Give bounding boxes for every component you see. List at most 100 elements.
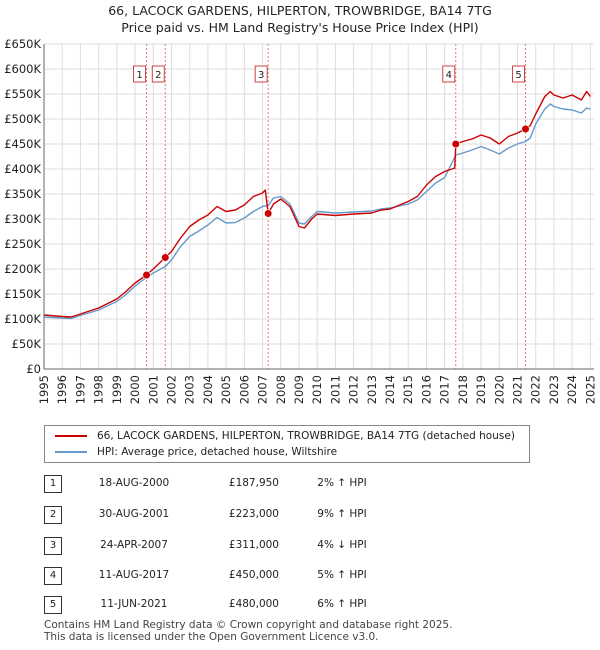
sale-label-box: 3	[254, 65, 268, 83]
x-tick-label: 2024	[565, 375, 579, 404]
x-tick-label: 1996	[55, 375, 69, 404]
sale-label-frame	[254, 65, 268, 83]
sale-number: 1	[44, 475, 62, 493]
legend: 66, LACOCK GARDENS, HILPERTON, TROWBRIDG…	[44, 425, 530, 463]
x-tick-label: 2018	[456, 375, 470, 404]
footer-line-1: Contains HM Land Registry data © Crown c…	[44, 619, 453, 631]
sale-point	[521, 124, 530, 134]
sale-price: £480,000	[228, 598, 279, 610]
x-tick-label: 2004	[201, 375, 215, 404]
y-tick-label: £600K	[4, 62, 41, 76]
y-tick-label: £400K	[4, 162, 41, 176]
footer-line-2: This data is licensed under the Open Gov…	[44, 631, 379, 643]
x-tick-label: 1995	[37, 375, 51, 404]
x-tick-label: 2012	[347, 375, 361, 404]
y-tick-label: £500K	[4, 112, 41, 126]
sale-point	[264, 209, 273, 218]
x-tick-label: 2001	[146, 375, 160, 404]
sale-hpi-diff: 4% ↓ HPI	[317, 539, 367, 551]
sale-label-number: 1	[136, 70, 142, 81]
y-tick-label: £350K	[4, 187, 41, 201]
sale-row: 1 18-AUG-2000 £187,950 2% ↑ HPI	[44, 473, 564, 495]
sale-point	[161, 253, 170, 262]
y-tick-label: £450K	[4, 137, 41, 151]
sale-date: 11-AUG-2017	[98, 569, 170, 581]
sale-date: 24-APR-2007	[100, 539, 168, 551]
sale-label-box: 2	[151, 65, 165, 83]
x-tick-label: 1997	[73, 375, 87, 404]
y-tick-label: £50K	[12, 337, 42, 351]
legend-swatch-property	[55, 435, 87, 437]
y-tick-label: £150K	[4, 287, 41, 301]
title-line-2: Price paid vs. HM Land Registry's House …	[121, 20, 479, 35]
sale-row: 3 24-APR-2007 £311,000 4% ↓ HPI	[44, 535, 564, 557]
sale-hpi-diff: 5% ↑ HPI	[317, 569, 367, 581]
plot-area	[44, 44, 594, 369]
x-tick-label: 2002	[164, 375, 178, 404]
x-tick-label: 2008	[274, 375, 288, 404]
sale-hpi-diff: 9% ↑ HPI	[317, 508, 367, 520]
sale-label-number: 3	[258, 70, 264, 81]
x-tick-label: 1999	[110, 375, 124, 404]
y-tick-label: £100K	[4, 312, 41, 326]
sale-price: £223,000	[228, 508, 279, 520]
sale-price: £450,000	[228, 569, 279, 581]
sale-point	[142, 270, 151, 280]
sale-label-box: 5	[512, 65, 526, 83]
x-tick-label: 2019	[474, 375, 488, 404]
sale-price: £311,000	[228, 539, 279, 551]
sale-label-box: 1	[133, 65, 147, 83]
sale-point	[451, 139, 460, 149]
sale-label-frame	[133, 65, 147, 83]
legend-swatch-hpi	[55, 451, 87, 453]
sale-label-frame	[151, 65, 165, 83]
sale-price: £187,950	[228, 477, 279, 489]
x-tick-label: 2003	[183, 375, 197, 404]
legend-label-hpi: HPI: Average price, detached house, Wilt…	[97, 446, 338, 458]
x-tick-label: 2023	[547, 375, 561, 404]
sale-label-number: 2	[155, 70, 161, 81]
x-tick-label: 2022	[529, 375, 543, 404]
x-tick-label: 2009	[292, 375, 306, 404]
sale-row: 2 30-AUG-2001 £223,000 9% ↑ HPI	[44, 504, 564, 526]
sale-number: 2	[44, 506, 62, 524]
sale-label-number: 4	[446, 70, 452, 81]
y-tick-label: £300K	[4, 212, 41, 226]
sale-row: 4 11-AUG-2017 £450,000 5% ↑ HPI	[44, 565, 564, 587]
x-tick-label: 2010	[310, 375, 324, 404]
price-chart: £0 £50K £100K £150K £200K £250K £300K £350K £400…	[4, 37, 597, 404]
sale-number: 4	[44, 567, 62, 585]
sale-number: 3	[44, 537, 62, 555]
x-tick-label: 1998	[92, 375, 106, 404]
y-tick-label: £550K	[4, 87, 41, 101]
sale-number: 5	[44, 596, 62, 614]
x-tick-label: 2015	[401, 375, 415, 404]
x-tick-label: 2007	[256, 375, 270, 404]
sale-label-frame	[512, 65, 526, 83]
x-tick-label: 2000	[128, 375, 142, 404]
x-tick-label: 2025	[583, 375, 597, 404]
footer: Contains HM Land Registry data © Crown c…	[44, 619, 452, 643]
x-tick-label: 2013	[365, 375, 379, 404]
sale-hpi-diff: 2% ↑ HPI	[317, 477, 367, 489]
x-tick-label: 2020	[492, 375, 506, 404]
sale-date: 30-AUG-2001	[98, 508, 170, 520]
x-tick-label: 2014	[383, 375, 397, 404]
x-tick-label: 2006	[237, 375, 251, 404]
x-tick-label: 2016	[419, 375, 433, 404]
x-tick-label: 2017	[438, 375, 452, 404]
x-tick-label: 2005	[219, 375, 233, 404]
sale-label-box: 4	[442, 65, 456, 83]
y-tick-label: £0	[26, 362, 41, 376]
title-line-1: 66, LACOCK GARDENS, HILPERTON, TROWBRIDG…	[108, 3, 492, 18]
sale-date: 11-JUN-2021	[100, 598, 168, 610]
sale-hpi-diff: 6% ↑ HPI	[317, 598, 367, 610]
y-tick-label: £650K	[4, 37, 41, 51]
x-tick-label: 2011	[328, 375, 342, 404]
y-tick-label: £200K	[4, 262, 41, 276]
hpi-line	[43, 103, 591, 320]
chart-title: 66, LACOCK GARDENS, HILPERTON, TROWBRIDG…	[0, 2, 600, 36]
y-tick-label: £250K	[4, 237, 41, 251]
legend-label-property: 66, LACOCK GARDENS, HILPERTON, TROWBRIDG…	[97, 430, 515, 442]
sale-row: 5 11-JUN-2021 £480,000 6% ↑ HPI	[44, 594, 564, 616]
